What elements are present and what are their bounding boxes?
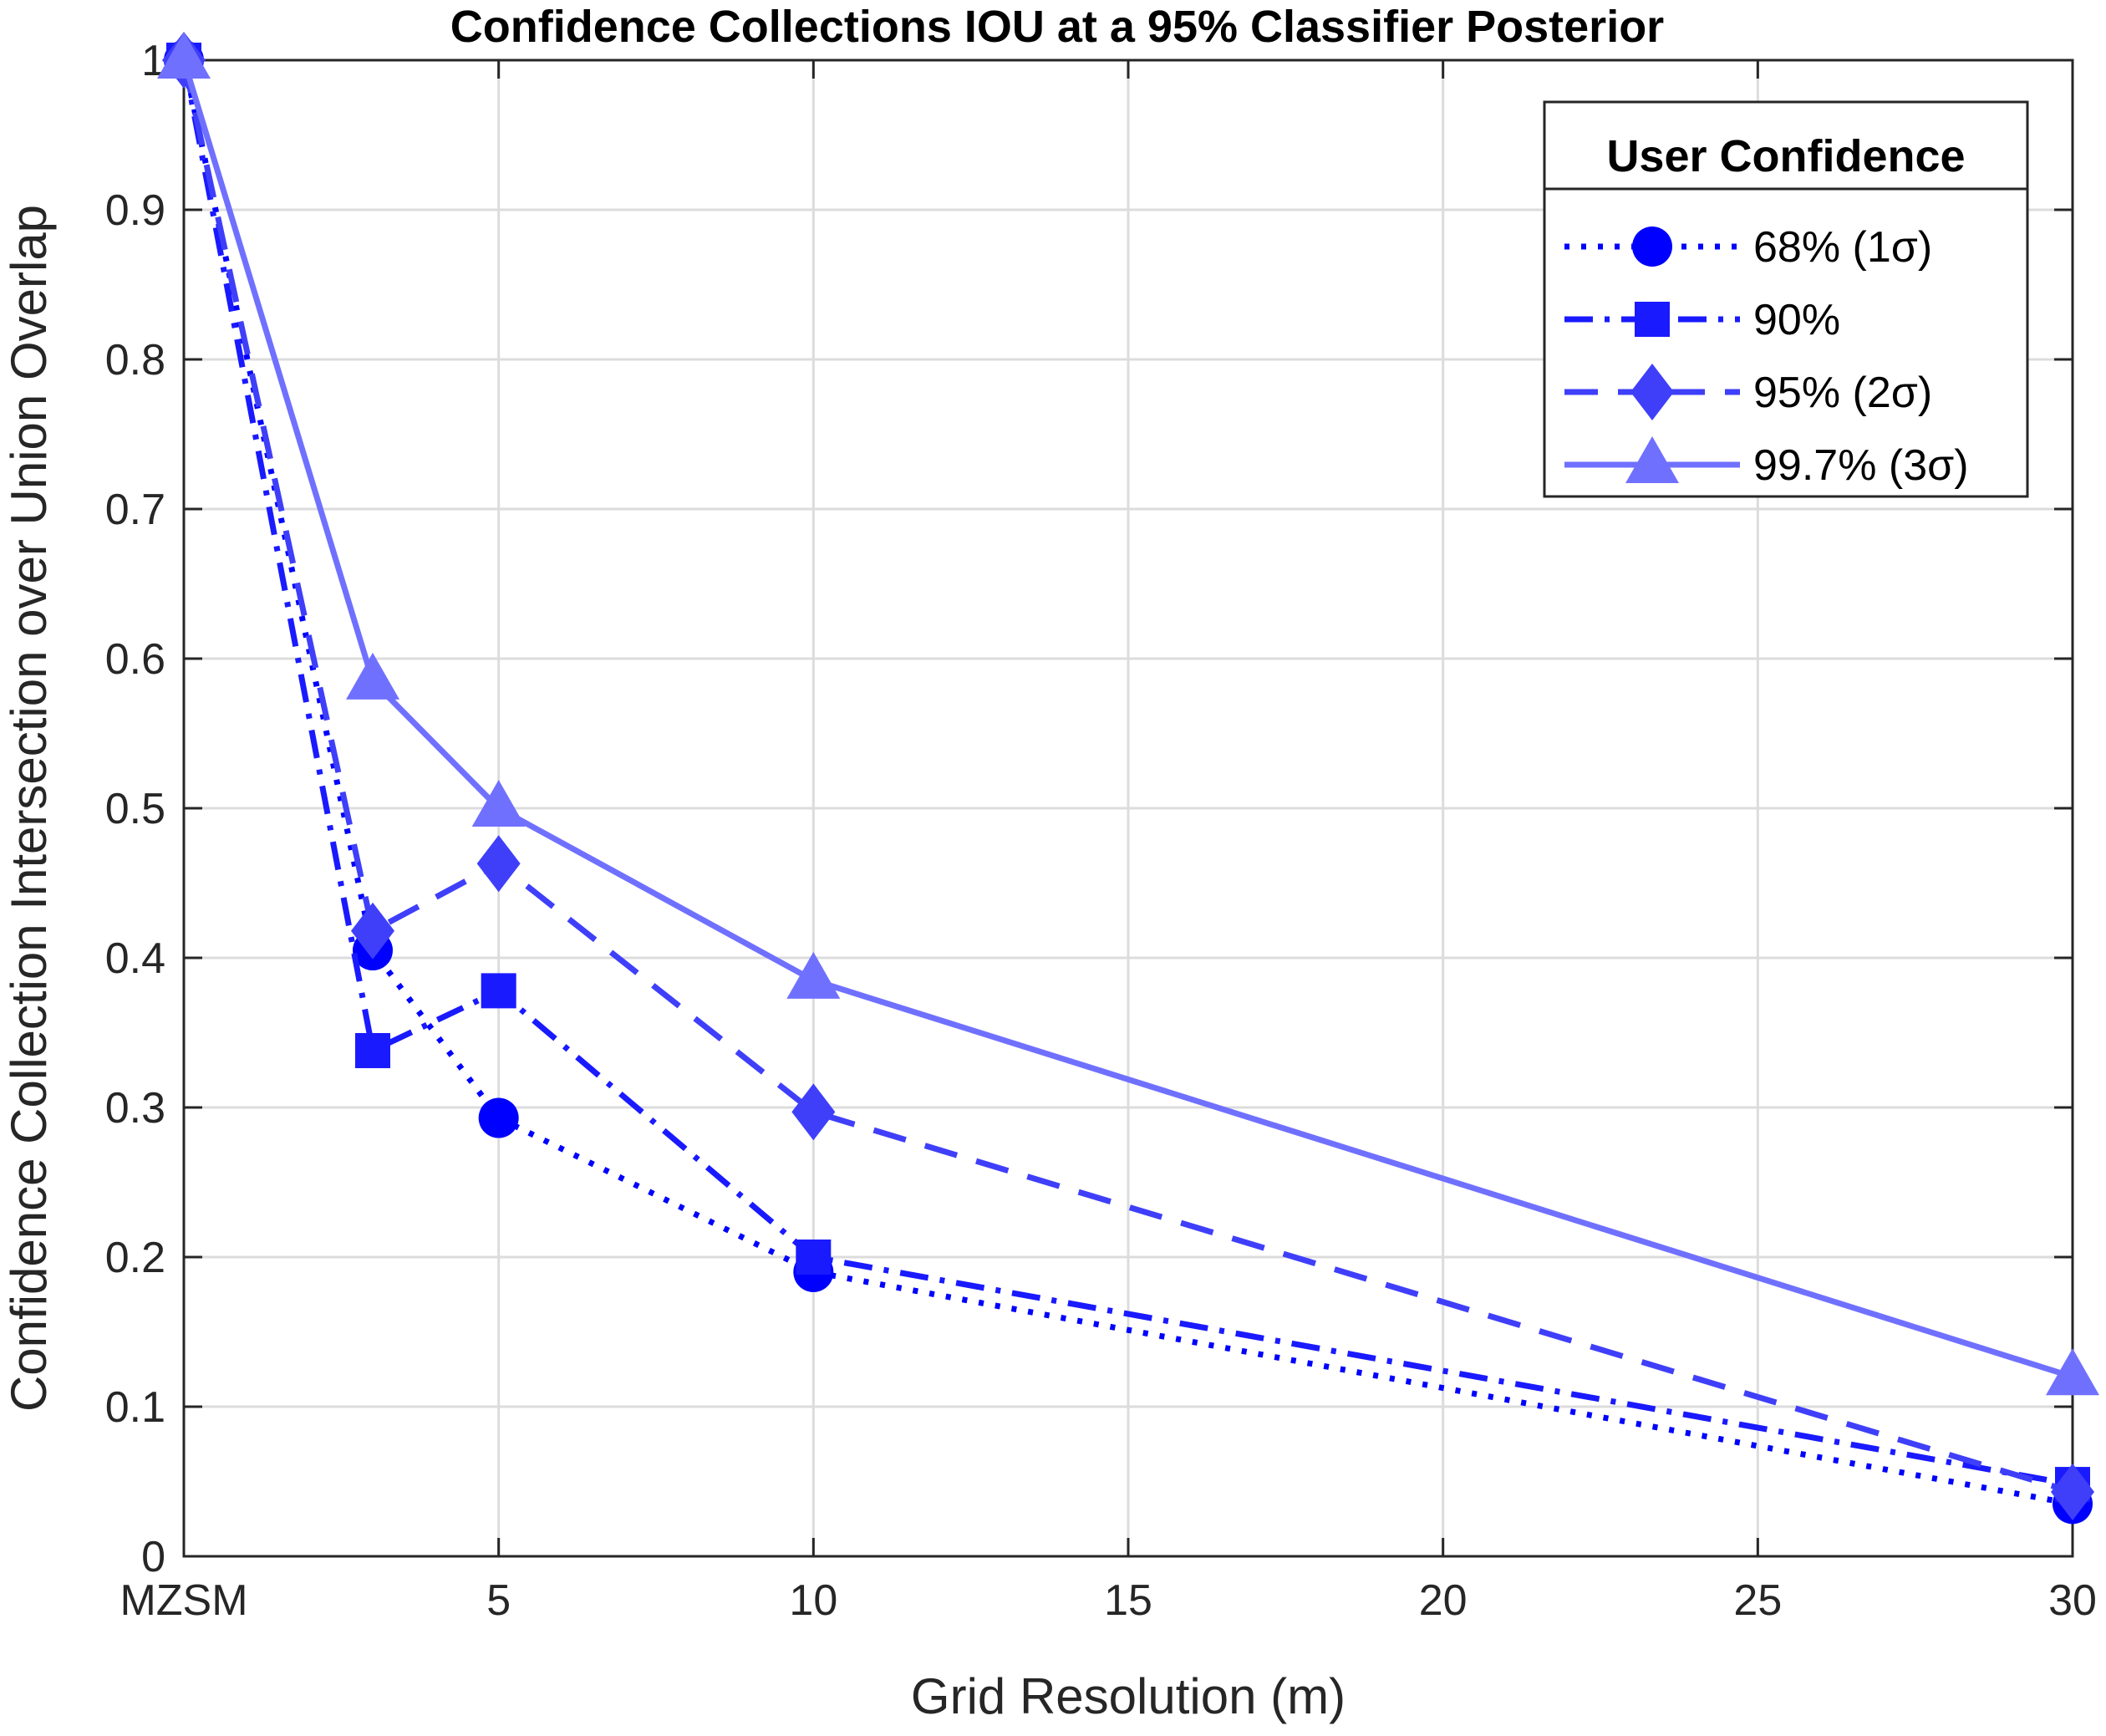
legend-item: 99.7% (3σ) (1564, 436, 1969, 490)
legend-marker-circle (1632, 227, 1672, 267)
x-tick-label: 30 (2048, 1576, 2097, 1625)
data-point-diamond (2051, 1464, 2094, 1521)
legend-label: 95% (2σ) (1753, 369, 1932, 417)
data-point-circle (478, 1097, 519, 1138)
legend-label: 99.7% (3σ) (1753, 441, 1969, 490)
legend-label: 68% (1σ) (1753, 223, 1932, 272)
y-tick-label: 0.9 (105, 186, 165, 235)
y-tick-label: 0.7 (105, 486, 165, 534)
legend-item: 68% (1σ) (1564, 223, 1932, 272)
y-axis-ticks: 00.10.20.30.40.50.60.70.80.91 (105, 37, 2073, 1581)
legend-item: 95% (2σ) (1564, 364, 1932, 420)
y-tick-label: 0.4 (105, 934, 165, 983)
y-axis-label: Confidence Collection Intersection over … (1, 205, 57, 1412)
y-tick-label: 0 (141, 1533, 165, 1581)
x-tick-label: 10 (789, 1576, 837, 1625)
y-tick-label: 0.5 (105, 785, 165, 833)
series-layer (157, 32, 2099, 1525)
data-point-diamond (791, 1083, 836, 1141)
x-axis-ticks: MZSM 5 10 15 20 25 30 (120, 60, 2097, 1625)
legend-marker-triangle (1625, 436, 1679, 483)
data-point-triangle (2046, 1348, 2099, 1396)
legend-marker-diamond (1630, 364, 1674, 420)
data-point-triangle (471, 780, 526, 827)
y-tick-label: 0.3 (105, 1084, 165, 1133)
data-point-square (796, 1240, 832, 1275)
chart-title: Confidence Collections IOU at a 95% Clas… (450, 2, 1664, 52)
x-axis-label: Grid Resolution (m) (911, 1668, 1346, 1724)
legend: User Confidence 68% (1σ) 90% 95% (2σ) 99.7%… (1543, 100, 2029, 498)
data-point-square (355, 1032, 390, 1068)
data-point-triangle (786, 951, 841, 999)
x-tick-label: MZSM (120, 1576, 247, 1625)
x-tick-label: 5 (486, 1576, 511, 1625)
legend-marker-square (1635, 302, 1670, 337)
y-tick-label: 0.8 (105, 336, 165, 384)
legend-items: 68% (1σ) 90% 95% (2σ) 99.7% (3σ) (1564, 223, 1969, 490)
data-point-square (481, 973, 516, 1009)
y-tick-label: 0.1 (105, 1383, 165, 1432)
data-point-diamond (476, 835, 521, 893)
data-point-diamond (351, 902, 394, 960)
x-tick-label: 20 (1419, 1576, 1468, 1625)
x-tick-label: 15 (1104, 1576, 1152, 1625)
y-tick-label: 0.2 (105, 1234, 165, 1282)
data-point-triangle (157, 32, 211, 79)
legend-item: 90% (1564, 296, 1840, 344)
data-point-triangle (346, 652, 399, 700)
legend-label: 90% (1753, 296, 1840, 344)
series-4 (157, 32, 2099, 1396)
y-tick-label: 0.6 (105, 635, 165, 684)
legend-title: User Confidence (1606, 131, 1965, 181)
legend-box (1543, 100, 2029, 498)
x-tick-label: 25 (1733, 1576, 1782, 1625)
